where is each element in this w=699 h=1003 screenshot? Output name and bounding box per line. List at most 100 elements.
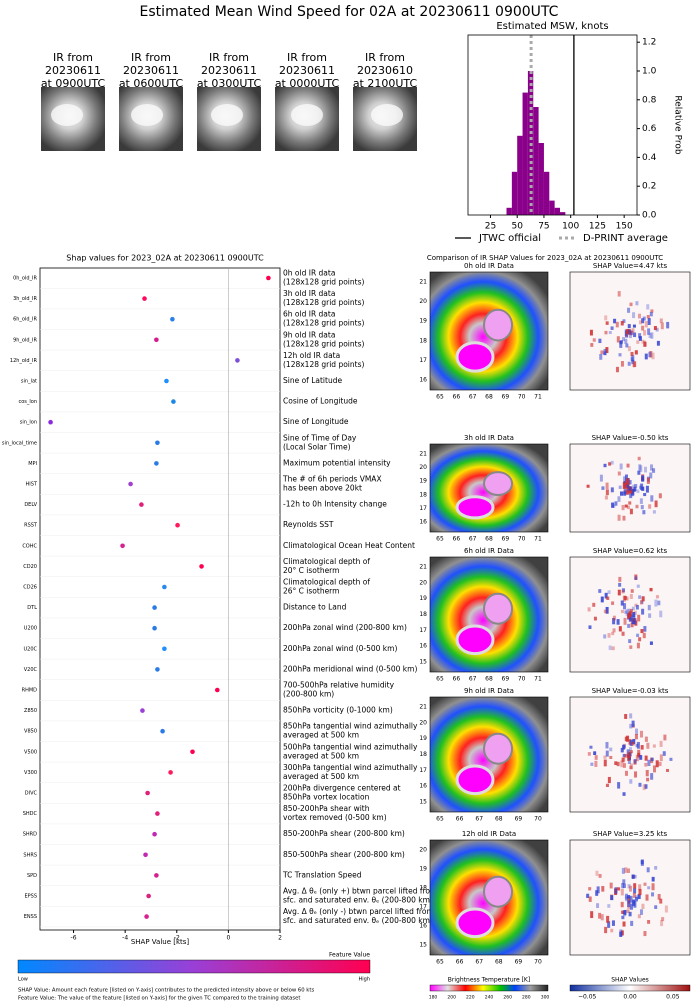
feature-description: 700-500hPa relative humidity bbox=[283, 681, 395, 690]
ir-x-tick-label: 70 bbox=[534, 816, 542, 823]
shap-pixel bbox=[631, 355, 635, 362]
shap-pixel bbox=[639, 320, 643, 325]
feature-name: RHMD bbox=[22, 688, 38, 694]
feature-name: sin_local_time bbox=[2, 440, 37, 446]
ir-thumbnail-cloud bbox=[291, 104, 323, 126]
ir-thumbnail-cloud bbox=[371, 104, 403, 126]
feature-description: averaged at 500 km bbox=[283, 772, 359, 781]
feature-description: 850-200hPa shear with bbox=[283, 804, 370, 813]
shap-pixel bbox=[629, 750, 633, 754]
bt-colorbar-label: Brightness Temperature [K] bbox=[448, 977, 530, 984]
thumb-caption: at 0600UTC bbox=[119, 77, 184, 90]
feature-name: U20C bbox=[23, 646, 37, 652]
feature-description: (128x128 grid points) bbox=[283, 278, 364, 287]
feature-name: 6h_old_IR bbox=[13, 317, 37, 323]
hist-bar bbox=[543, 171, 550, 215]
shap-pixel bbox=[605, 783, 609, 787]
feature-name: DELV bbox=[24, 502, 37, 508]
shap-pixel bbox=[627, 346, 631, 352]
shap-pixel bbox=[646, 304, 650, 310]
shap-pixel bbox=[655, 327, 659, 332]
shap-pixel bbox=[633, 610, 637, 615]
shap-pixel bbox=[627, 324, 631, 329]
shap-pixel bbox=[633, 361, 637, 368]
feature-description: Reynolds SST bbox=[283, 520, 334, 529]
ir-thumbnail-cloud bbox=[211, 104, 243, 126]
shap-pixel bbox=[641, 318, 645, 324]
shap-pixel bbox=[631, 874, 635, 879]
shap-pixel bbox=[628, 501, 632, 505]
bt-tick-label: 260 bbox=[503, 995, 512, 1001]
shap-map-title: SHAP Value=3.25 kts bbox=[593, 830, 668, 838]
ir-frame bbox=[429, 271, 549, 391]
shap-map-title: SHAP Value=-0.50 kts bbox=[592, 434, 669, 442]
feature-description: 3h old IR data bbox=[283, 289, 335, 298]
shap-pixel bbox=[627, 328, 631, 333]
shap-pixel bbox=[629, 593, 633, 600]
shap-pixel bbox=[666, 321, 670, 329]
shap-pixel bbox=[636, 642, 640, 649]
shap-pixel bbox=[640, 745, 644, 750]
shap-pixel bbox=[632, 616, 636, 623]
feature-description: 850hPa vorticity (0-1000 km) bbox=[283, 706, 393, 715]
shap-pixel bbox=[626, 478, 630, 486]
feature-description: Avg. Δ θₑ (only -) btwn parcel lifted fr… bbox=[283, 907, 434, 916]
thumb-caption: 20230611 bbox=[45, 64, 101, 77]
shap-pixel bbox=[607, 921, 611, 928]
ir-y-tick-label: 18 bbox=[419, 751, 427, 758]
shap-dot bbox=[162, 584, 167, 590]
shap-pixel bbox=[640, 599, 644, 605]
shap-pixel bbox=[635, 604, 639, 610]
shap-pixel bbox=[630, 330, 634, 335]
shap-pixel bbox=[639, 730, 643, 738]
shap-pixel bbox=[604, 495, 608, 500]
shap-pixel bbox=[641, 596, 645, 602]
shap-pixel bbox=[594, 760, 598, 767]
shap-pixel bbox=[638, 884, 642, 891]
thumb-caption: IR from bbox=[53, 51, 93, 64]
feature-description: 850hPa tangential wind azimuthally bbox=[283, 722, 418, 731]
shap-pixel bbox=[605, 347, 609, 354]
shap-pixel bbox=[640, 859, 644, 866]
shap-pixel bbox=[646, 777, 650, 782]
feature-description: Sine of Latitude bbox=[283, 376, 342, 385]
x-axis-label: SHAP Value [kts] bbox=[131, 938, 190, 946]
bt-tick-label: 200 bbox=[447, 995, 456, 1001]
shap-pixel bbox=[629, 740, 633, 746]
shap-dot bbox=[145, 790, 150, 796]
thumb-caption: 20230611 bbox=[201, 64, 257, 77]
ir-x-tick-label: 69 bbox=[502, 676, 510, 683]
ir-x-tick-label: 66 bbox=[456, 816, 464, 823]
ir-eyewall bbox=[455, 624, 495, 656]
shap-pixel bbox=[632, 892, 636, 898]
shap-pixel bbox=[617, 471, 621, 476]
shap-pixel bbox=[641, 325, 645, 331]
shap-pixel bbox=[611, 631, 615, 636]
y-axis-label: Relative Prob bbox=[673, 95, 683, 154]
shap-pixel bbox=[603, 609, 607, 614]
shap-pixel bbox=[604, 592, 608, 599]
ir-band bbox=[483, 875, 513, 908]
ir-x-tick-label: 70 bbox=[518, 394, 526, 401]
shap-pixel bbox=[588, 896, 592, 902]
shap-pixel bbox=[650, 773, 654, 780]
shap-pixel bbox=[592, 338, 596, 342]
feature-description: 200hPa zonal wind (200-800 km) bbox=[283, 623, 407, 632]
shap-pixel bbox=[605, 489, 609, 496]
shap-pixel bbox=[617, 782, 621, 789]
shap-dot bbox=[155, 667, 160, 672]
shap-pixel bbox=[629, 302, 633, 307]
shap-pixel bbox=[628, 639, 632, 644]
ir-x-tick-label: 69 bbox=[502, 536, 510, 543]
shap-pixel bbox=[622, 336, 626, 342]
shap-pixel bbox=[604, 315, 608, 321]
shap-pixel bbox=[659, 318, 663, 324]
shap-title: Shap values for 2023_02A at 20230611 090… bbox=[66, 254, 264, 263]
shap-pixel bbox=[605, 750, 609, 757]
shap-pixel bbox=[610, 928, 614, 933]
shap-pixel bbox=[645, 894, 649, 901]
ir-y-tick-label: 19 bbox=[419, 735, 427, 742]
shap-pixel bbox=[666, 768, 670, 772]
shap-pixel bbox=[635, 728, 639, 735]
shap-pixel bbox=[607, 776, 611, 784]
